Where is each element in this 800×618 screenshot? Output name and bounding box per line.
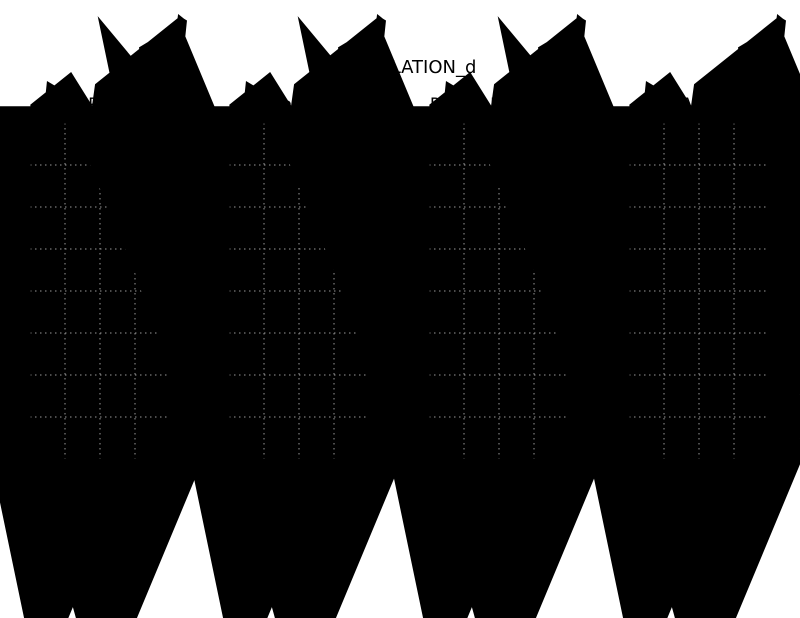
y-tick-label: 24N — [208, 119, 224, 128]
y-tick-label: 16N — [9, 287, 25, 296]
y-tick-label: 18N — [408, 245, 424, 254]
y-tick-label: 12N — [408, 371, 424, 380]
x-tick-label: 110E — [559, 465, 579, 474]
y-tick-label: 18N — [608, 245, 624, 254]
y-tick-label: 18N — [208, 245, 224, 254]
y-tick-label: 10N — [9, 413, 25, 422]
y-tick-label: 18N — [9, 245, 25, 254]
x-tick-label: 110E — [759, 465, 779, 474]
y-tick-label: 12N — [208, 371, 224, 380]
y-tick-label: 14N — [9, 329, 25, 338]
x-tick-label: 104E — [454, 465, 474, 474]
x-tick-label: 108E — [724, 465, 744, 474]
y-tick-label: 16N — [408, 287, 424, 296]
x-tick-label: 108E — [125, 465, 145, 474]
x-tick-label: 102E — [419, 465, 439, 474]
y-tick-label: 16N — [608, 287, 624, 296]
y-tick-label: 14N — [608, 329, 624, 338]
x-tick-label: 110E — [160, 465, 180, 474]
y-tick-label: 12N — [9, 371, 25, 380]
x-tick-label: 104E — [254, 465, 274, 474]
x-tick-label: 106E — [90, 465, 110, 474]
y-tick-label: 24N — [9, 119, 25, 128]
y-tick-label: 14N — [208, 329, 224, 338]
x-tick-label: 106E — [489, 465, 509, 474]
y-tick-label: 16N — [208, 287, 224, 296]
x-tick-label: 104E — [654, 465, 674, 474]
y-tick-label: 10N — [608, 413, 624, 422]
y-tick-label: 12N — [608, 371, 624, 380]
y-tick-label: 20N — [208, 203, 224, 212]
y-tick-label: 8N — [14, 455, 25, 464]
x-tick-label: 106E — [289, 465, 309, 474]
y-tick-label: 8N — [613, 455, 624, 464]
y-tick-label: 22N — [608, 161, 624, 170]
y-tick-label: 20N — [408, 203, 424, 212]
x-tick-label: 102E — [20, 465, 40, 474]
y-tick-label: 20N — [9, 203, 25, 212]
y-tick-label: 22N — [408, 161, 424, 170]
gridlines — [629, 123, 769, 459]
y-tick-label: 10N — [408, 413, 424, 422]
y-tick-label: 22N — [208, 161, 224, 170]
x-tick-label: 104E — [55, 465, 75, 474]
x-tick-label: 108E — [324, 465, 344, 474]
x-tick-label: 108E — [524, 465, 544, 474]
y-tick-label: 20N — [608, 203, 624, 212]
y-tick-label: 22N — [9, 161, 25, 170]
y-tick-label: 10N — [208, 413, 224, 422]
y-tick-label: 14N — [408, 329, 424, 338]
y-tick-label: 24N — [408, 119, 424, 128]
x-tick-label: 110E — [359, 465, 379, 474]
y-tick-label: 8N — [213, 455, 224, 464]
y-tick-label: 8N — [413, 455, 424, 464]
x-tick-label: 102E — [619, 465, 639, 474]
x-tick-label: 106E — [689, 465, 709, 474]
x-tick-label: 102E — [219, 465, 239, 474]
y-tick-label: 24N — [608, 119, 624, 128]
